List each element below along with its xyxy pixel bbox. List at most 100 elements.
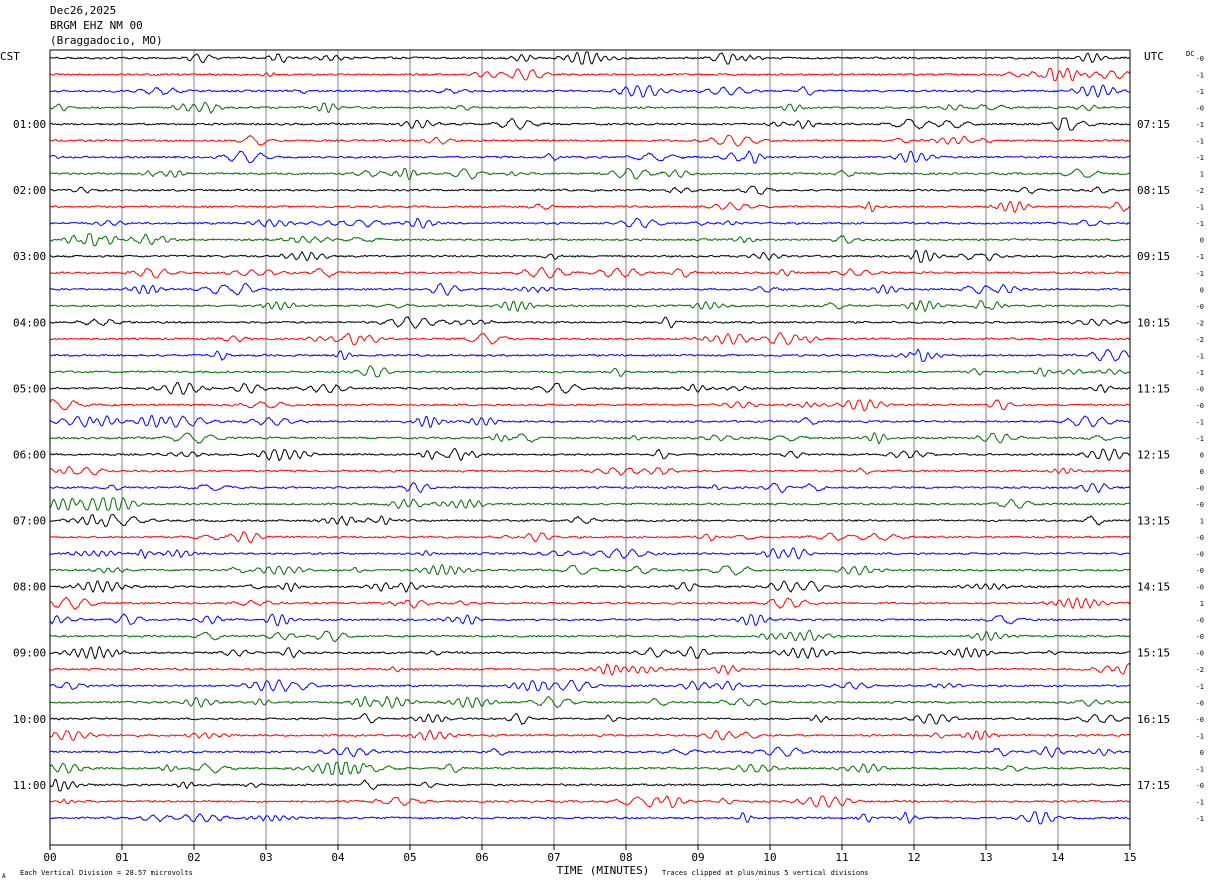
x-tick-label: 06	[475, 851, 488, 864]
trace-27	[49, 482, 1131, 494]
trace-25	[49, 447, 1131, 462]
trace-34	[50, 596, 1131, 610]
trace-4	[49, 101, 1131, 115]
dc-offset-label: 0	[1200, 451, 1204, 459]
trace-14	[49, 266, 1131, 279]
trace-38	[49, 662, 1131, 676]
right-time-label: 07:15	[1137, 118, 1170, 131]
trace-8	[49, 167, 1131, 181]
trace-17	[49, 315, 1131, 329]
trace-9	[49, 185, 1131, 195]
left-time-label: 11:00	[13, 779, 46, 792]
left-time-label: 06:00	[13, 448, 46, 461]
dc-offset-label: -1	[1196, 88, 1204, 96]
left-time-label: 07:00	[13, 515, 46, 528]
dc-offset-label: 0	[1200, 468, 1204, 476]
trace-22	[49, 398, 1131, 412]
trace-23	[49, 414, 1131, 428]
x-axis-ticks: 00 01 02 03 04 05 06 07 08 09 10 11 12 13 14 15	[43, 845, 1137, 864]
trace-28	[49, 497, 1131, 511]
x-tick-label: 04	[331, 851, 345, 864]
left-time-label: 03:00	[13, 250, 46, 263]
dc-offset-label: -0	[1196, 650, 1204, 658]
dc-offset-label: -1	[1196, 418, 1204, 426]
dc-offset-label: -1	[1196, 815, 1204, 823]
x-tick-label: 13	[979, 851, 992, 864]
dc-offset-label: -0	[1196, 699, 1204, 707]
trace-6	[49, 134, 1131, 147]
corner-mark: A	[2, 873, 6, 880]
plot-frame	[49, 49, 1131, 846]
left-time-labels: 01:00 02:00 03:00 04:00 05:00 06:00 07:00 08:00…	[13, 118, 46, 792]
left-time-label: 05:00	[13, 382, 46, 395]
right-time-label: 16:15	[1137, 713, 1170, 726]
trace-1	[49, 51, 1130, 65]
right-time-label: 12:15	[1137, 448, 1170, 461]
header-location: (Braggadocio, MO)	[50, 34, 163, 47]
left-time-label: 02:00	[13, 184, 46, 197]
dc-offset-label: -1	[1196, 121, 1204, 129]
trace-44	[49, 761, 1131, 775]
dc-offset-label: -1	[1196, 369, 1204, 377]
trace-18	[49, 332, 1131, 346]
dc-offset-label: -0	[1196, 105, 1204, 113]
dc-offset-label: 0	[1200, 237, 1204, 245]
dc-offset-label: -1	[1196, 798, 1204, 806]
x-tick-label: 10	[763, 851, 776, 864]
right-time-labels: 07:15 08:15 09:15 10:15 11:15 12:15 13:15 14:15…	[1137, 118, 1170, 792]
trace-45	[49, 779, 1131, 792]
trace-26	[49, 466, 1131, 476]
dc-offset-label: 1	[1200, 518, 1204, 526]
x-tick-label: 03	[259, 851, 272, 864]
x-tick-label: 14	[1051, 851, 1065, 864]
dc-offset-label: -1	[1196, 220, 1204, 228]
trace-19	[49, 348, 1131, 362]
left-time-label: 10:00	[13, 713, 46, 726]
right-time-label: 15:15	[1137, 647, 1170, 660]
x-tick-label: 09	[691, 851, 704, 864]
trace-37	[49, 646, 1131, 660]
dc-offset-label: -2	[1196, 319, 1204, 327]
trace-41	[49, 713, 1131, 726]
right-time-label: 14:15	[1137, 581, 1170, 594]
dc-offset-label: -1	[1196, 72, 1204, 80]
dc-offset-label: 0	[1200, 749, 1204, 757]
dc-offset-label: -2	[1196, 336, 1204, 344]
scale-note: Each Vertical Division = 28.57 microvolt…	[20, 869, 193, 877]
dc-offset-labels: -0 -1 -1 -0 -1 -1 -1 1 -2 -1 -1 0 -1 -1 0 -0 -2 -2 -1 -1 -0 -…	[1196, 55, 1204, 823]
header-date: Dec26,2025	[50, 4, 117, 17]
trace-39	[49, 679, 1131, 692]
dc-column-label: DC	[1186, 50, 1194, 58]
dc-offset-label: -0	[1196, 782, 1204, 790]
x-tick-label: 00	[43, 851, 56, 864]
dc-offset-label: -0	[1196, 551, 1204, 559]
x-tick-label: 15	[1123, 851, 1136, 864]
right-time-label: 09:15	[1137, 250, 1170, 263]
dc-offset-label: -1	[1196, 154, 1204, 162]
dc-offset-label: -1	[1196, 253, 1204, 261]
trace-13	[49, 249, 1131, 263]
x-tick-label: 12	[907, 851, 920, 864]
trace-3	[49, 84, 1131, 98]
dc-offset-label: -0	[1196, 55, 1204, 63]
trace-30	[49, 531, 1131, 544]
dc-offset-label: -0	[1196, 303, 1204, 311]
x-tick-label: 05	[403, 851, 416, 864]
trace-46	[49, 795, 1130, 808]
trace-10	[49, 200, 1131, 213]
trace-16	[49, 300, 1131, 313]
left-time-label: 08:00	[13, 581, 46, 594]
dc-offset-label: -1	[1196, 683, 1204, 691]
dc-offset-label: -0	[1196, 501, 1204, 509]
dc-offset-label: -0	[1196, 633, 1204, 641]
x-tick-label: 08	[619, 851, 632, 864]
dc-offset-label: -1	[1196, 435, 1204, 443]
left-time-label: 04:00	[13, 316, 46, 329]
dc-offset-label: -0	[1196, 567, 1204, 575]
left-time-label: 09:00	[13, 647, 46, 660]
x-tick-label: 11	[835, 851, 848, 864]
left-time-label: 01:00	[13, 118, 46, 131]
dc-offset-label: -0	[1196, 402, 1204, 410]
header-station: BRGM EHZ NM 00	[50, 19, 143, 32]
